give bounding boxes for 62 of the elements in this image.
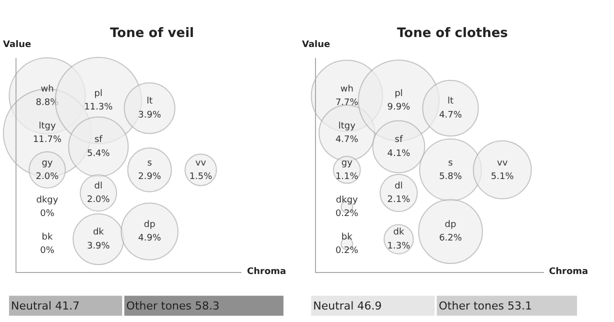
- data-label: 9.9%: [387, 102, 411, 113]
- category-label: dkgy: [336, 195, 359, 206]
- category-label: bk: [42, 232, 54, 242]
- category-label: dk: [393, 228, 405, 238]
- data-label: 0.2%: [335, 246, 359, 256]
- category-label: pl: [94, 88, 103, 99]
- category-label: dk: [92, 228, 105, 238]
- category-label: sf: [394, 135, 404, 146]
- data-label: 4.9%: [138, 234, 162, 244]
- data-label: 5.4%: [86, 148, 110, 159]
- data-label: 0%: [40, 208, 55, 219]
- data-label: 8.8%: [36, 98, 60, 108]
- category-label: s: [147, 158, 152, 168]
- data-label: 3.9%: [86, 241, 110, 252]
- data-label: Neutral 46.9: [313, 299, 382, 312]
- category-label: ltgy: [38, 121, 56, 132]
- data-label: Other tones 58.3: [126, 299, 220, 312]
- category-label: dp: [144, 220, 156, 230]
- data-label: 5.8%: [439, 172, 462, 182]
- data-label: 2.9%: [138, 172, 162, 182]
- category-label: gy: [42, 158, 54, 168]
- category-label: dkgy: [36, 195, 59, 206]
- data-label: 0%: [40, 246, 55, 256]
- category-label: bk: [341, 232, 354, 242]
- category-label: wh: [340, 84, 354, 94]
- data-label: 0.2%: [335, 208, 359, 219]
- category-label: lt: [146, 96, 154, 107]
- data-label: 4.7%: [439, 110, 462, 120]
- category-label: sf: [94, 135, 104, 146]
- text: Chroma: [247, 267, 286, 277]
- data-label: 11.3%: [84, 102, 114, 113]
- category-label: dl: [394, 181, 403, 192]
- data-label: Other tones 53.1: [438, 299, 532, 312]
- category-label: dp: [444, 220, 457, 230]
- data-label: 6.2%: [439, 234, 462, 244]
- data-label: 11.7%: [32, 134, 62, 145]
- text: Value: [302, 40, 330, 50]
- data-label: 4.1%: [387, 148, 411, 159]
- category-label: vv: [195, 158, 207, 168]
- text: Tone of clothes: [397, 26, 508, 41]
- category-label: s: [448, 158, 454, 168]
- data-label: 7.7%: [335, 98, 359, 108]
- category-label: wh: [40, 84, 54, 94]
- category-label: dl: [94, 181, 103, 192]
- category-label: lt: [448, 96, 454, 107]
- data-label: 2.1%: [387, 195, 411, 206]
- data-label: 2.0%: [86, 195, 110, 206]
- category-label: gy: [341, 158, 354, 168]
- text: Value: [3, 40, 32, 50]
- category-label: pl: [394, 88, 403, 99]
- data-label: 2.0%: [36, 172, 60, 182]
- text: Tone of veil: [110, 26, 194, 41]
- text: Chroma: [549, 267, 588, 277]
- data-label: 1.1%: [335, 172, 359, 182]
- data-label: 5.1%: [490, 172, 514, 182]
- data-label: 1.5%: [189, 172, 213, 182]
- category-label: ltgy: [338, 121, 356, 132]
- data-label: 1.3%: [387, 241, 411, 252]
- data-label: Neutral 41.7: [11, 299, 80, 312]
- data-label: 3.9%: [138, 110, 162, 120]
- category-label: vv: [497, 158, 508, 168]
- data-label: 4.7%: [335, 134, 359, 145]
